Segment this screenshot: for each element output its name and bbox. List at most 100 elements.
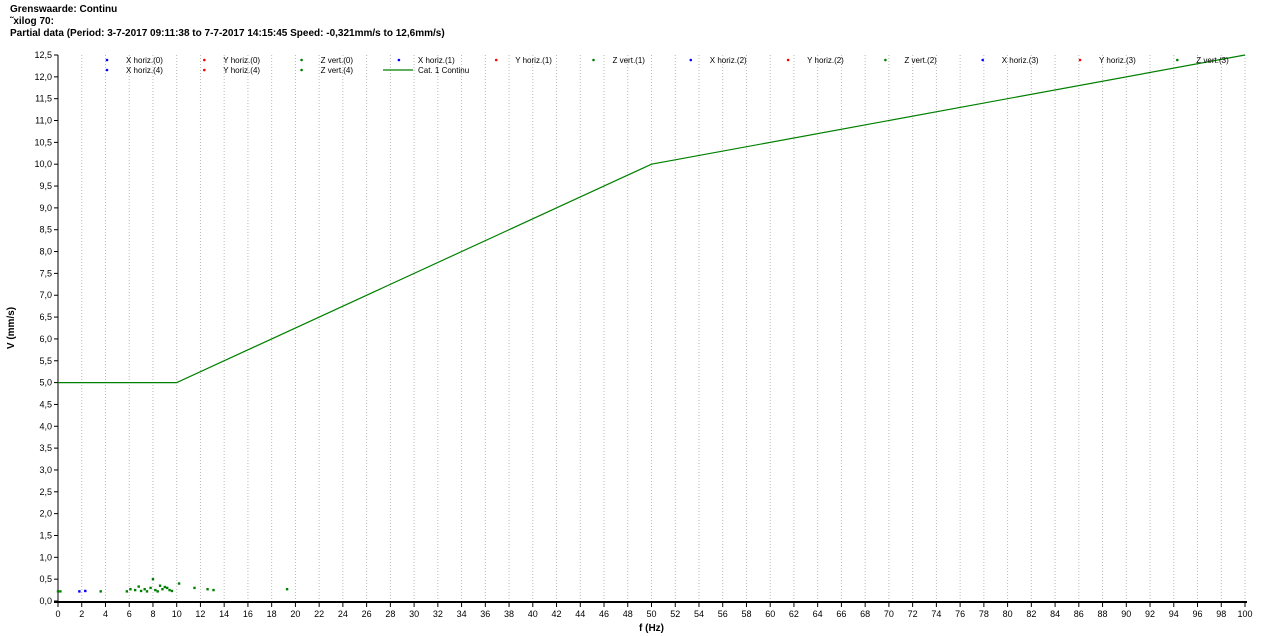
y-axis-title: V (mm/s): [6, 307, 17, 349]
x-tick-label: 38: [504, 609, 514, 619]
legend-label: Y horiz.(4): [223, 66, 260, 75]
x-tick-label: 86: [1074, 609, 1084, 619]
y-tick-label: 5,0: [39, 378, 52, 388]
x-tick-label: 26: [362, 609, 372, 619]
legend-label: X horiz.(4): [126, 66, 163, 75]
x-tick-label: 46: [599, 609, 609, 619]
x-tick-label: 24: [338, 609, 348, 619]
legend-label: X horiz.(3): [1002, 56, 1039, 65]
data-point-z-vert: [59, 590, 62, 593]
data-point-z-vert: [143, 588, 146, 591]
x-tick-label: 94: [1169, 609, 1179, 619]
data-point-z-vert: [285, 588, 289, 591]
x-tick-label: 28: [385, 609, 395, 619]
x-tick-label: 78: [979, 609, 989, 619]
data-point-z-vert: [156, 590, 159, 593]
y-tick-label: 7,5: [39, 268, 52, 278]
x-tick-label: 60: [765, 609, 775, 619]
legend-label: Z vert.(1): [613, 56, 646, 65]
x-tick-label: 6: [127, 609, 132, 619]
y-tick-label: 8,0: [39, 247, 52, 257]
x-tick-label: 36: [480, 609, 490, 619]
legend-dot-marker: [592, 58, 595, 62]
legend-label: Z vert.(2): [904, 56, 937, 65]
y-tick-label: 1,5: [39, 530, 52, 540]
legend-dot-marker: [884, 58, 887, 62]
limit-title: Grenswaarde: Continu: [10, 4, 118, 15]
legend-dot-marker: [1176, 58, 1179, 62]
chart-header: Grenswaarde: Continu ˜xilog 70: Partial …: [10, 4, 445, 40]
x-tick-label: 4: [103, 609, 108, 619]
data-point-z-vert: [139, 589, 143, 593]
y-tick-label: 12,0: [34, 72, 52, 82]
x-tick-label: 10: [172, 609, 182, 619]
y-tick-label: 4,5: [39, 399, 52, 409]
data-point-z-vert: [170, 589, 174, 593]
x-tick-label: 76: [955, 609, 965, 619]
legend-dot-marker: [105, 58, 109, 62]
data-point-z-vert: [145, 590, 149, 593]
data-point-z-vert: [133, 588, 137, 592]
y-tick-label: 7,0: [39, 290, 52, 300]
data-point-z-vert: [99, 590, 102, 593]
y-tick-label: 8,5: [39, 225, 52, 235]
y-tick-label: 1,0: [39, 552, 52, 562]
data-point-z-vert: [137, 585, 140, 588]
x-tick-label: 34: [457, 609, 467, 619]
legend-label: X horiz.(0): [126, 56, 163, 65]
x-tick-label: 22: [314, 609, 324, 619]
legend-label: Y horiz.(0): [223, 56, 260, 65]
legend-label: Y horiz.(1): [515, 56, 552, 65]
legend-dot-marker: [300, 68, 303, 72]
y-tick-label: 11,5: [35, 94, 52, 104]
period-title: Partial data (Period: 3-7-2017 09:11:38 …: [10, 28, 445, 39]
x-tick-label: 16: [243, 609, 253, 619]
x-axis-title: f (Hz): [639, 623, 664, 634]
x-tick-label: 84: [1050, 609, 1060, 619]
x-tick-label: 74: [931, 609, 941, 619]
x-tick-label: 90: [1121, 609, 1131, 619]
data-point-z-vert: [168, 588, 171, 592]
y-tick-label: 4,0: [39, 421, 52, 431]
legend-label: Z vert.(4): [321, 66, 354, 75]
y-tick-label: 11,0: [35, 116, 52, 126]
legend-label: Y horiz.(3): [1099, 56, 1136, 65]
data-point-z-vert: [56, 590, 60, 593]
legend-dot-marker: [981, 58, 984, 62]
data-point-x-horiz: [84, 589, 87, 593]
data-point-z-vert: [151, 577, 155, 581]
data-point-z-vert: [163, 585, 167, 589]
y-tick-label: 12,5: [34, 50, 52, 60]
x-tick-label: 30: [409, 609, 419, 619]
y-tick-label: 3,0: [39, 465, 52, 475]
legend-label: Cat. 1 Continu: [418, 66, 469, 75]
legend-dot-marker: [397, 58, 401, 62]
x-tick-label: 96: [1193, 609, 1203, 619]
data-point-z-vert: [125, 590, 129, 593]
x-tick-label: 8: [150, 609, 155, 619]
data-point-z-vert: [206, 588, 209, 591]
x-tick-label: 32: [433, 609, 443, 619]
legend-dot-marker: [105, 68, 109, 72]
data-point-z-vert: [161, 588, 164, 591]
x-tick-label: 0: [55, 609, 60, 619]
x-tick-label: 12: [195, 609, 205, 619]
x-tick-label: 92: [1145, 609, 1155, 619]
legend-dot-marker: [203, 58, 206, 62]
legend-dot-marker: [203, 68, 206, 72]
data-point-z-vert: [212, 588, 215, 592]
y-tick-label: 9,5: [39, 181, 52, 191]
x-tick-label: 40: [528, 609, 538, 619]
x-tick-label: 42: [552, 609, 562, 619]
x-tick-label: 70: [884, 609, 894, 619]
x-tick-label: 2: [79, 609, 84, 619]
x-tick-label: 82: [1026, 609, 1036, 619]
x-tick-label: 50: [646, 609, 656, 619]
x-tick-label: 20: [290, 609, 300, 619]
x-tick-label: 56: [718, 609, 728, 619]
legend-dot-marker: [494, 58, 498, 62]
x-tick-label: 80: [1003, 609, 1013, 619]
x-tick-label: 58: [741, 609, 751, 619]
data-point-z-vert: [193, 586, 196, 590]
